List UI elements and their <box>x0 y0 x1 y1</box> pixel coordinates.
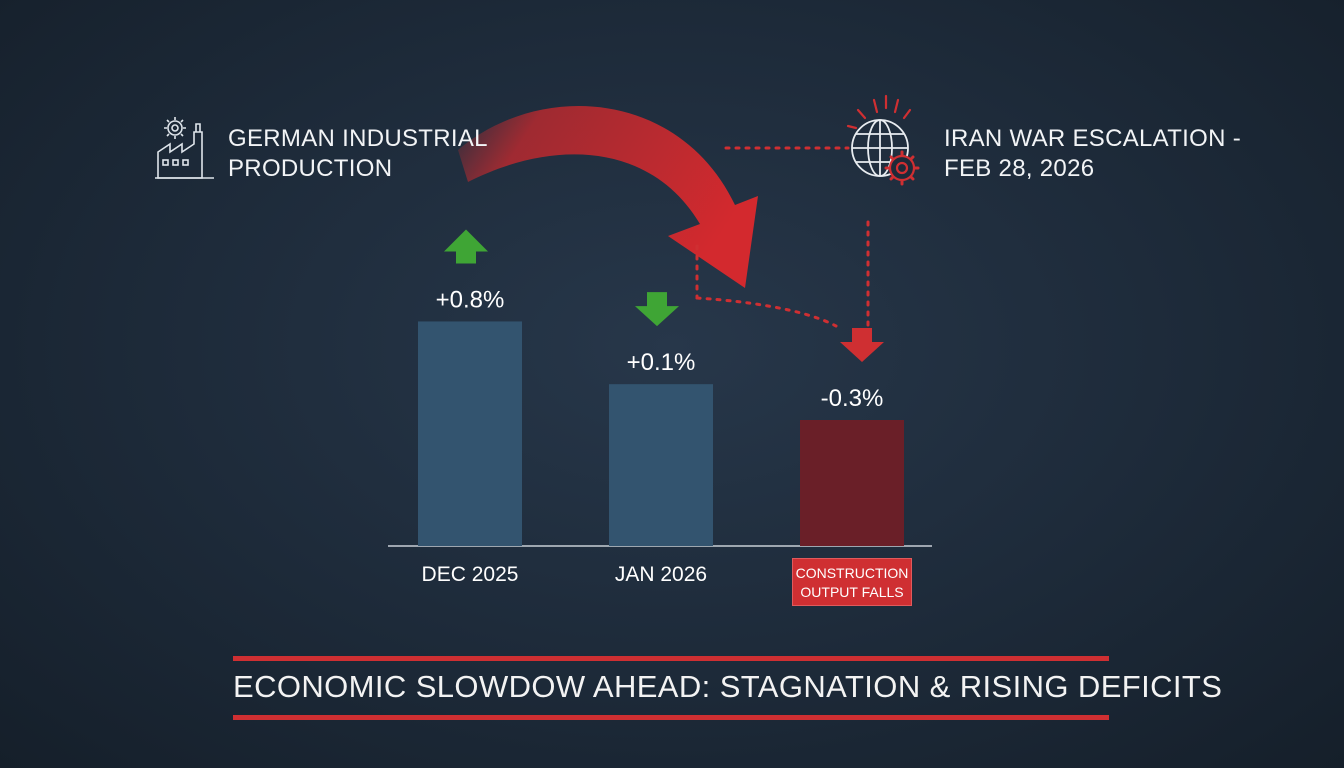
right-title-line1: IRAN WAR ESCALATION - <box>944 125 1241 152</box>
bar-1 <box>418 321 522 546</box>
bar-3 <box>800 420 904 546</box>
factory-gear-icon <box>155 117 214 179</box>
construction-output-tag: CONSTRUCTION OUTPUT FALLS <box>792 558 912 606</box>
bar-2 <box>609 384 713 546</box>
globe-gear-alert-icon <box>846 94 920 186</box>
bar-arrow-2-down-icon <box>635 292 679 327</box>
right-title: IRAN WAR ESCALATION - FEB 28, 2026 <box>944 124 1241 184</box>
banner-text: ECONOMIC SLOWDOW AHEAD: STAGNATION & RIS… <box>233 669 1223 704</box>
connector-curve <box>695 296 838 328</box>
bottom-banner: ECONOMIC SLOWDOW AHEAD: STAGNATION & RIS… <box>233 656 1223 720</box>
bar-arrow-1-up-icon <box>444 229 488 264</box>
bar-value-label-3: -0.3% <box>821 385 884 412</box>
construction-tag-line1: CONSTRUCTION <box>795 565 909 581</box>
big-curved-arrow <box>458 105 758 288</box>
bar-arrow-3-down-icon <box>840 328 884 362</box>
category-label-2: JAN 2026 <box>615 563 707 586</box>
bar-value-label-2: +0.1% <box>627 349 696 376</box>
dotted-connectors <box>695 146 870 336</box>
right-title-line2: FEB 28, 2026 <box>944 155 1095 182</box>
left-title-line2: PRODUCTION <box>228 155 393 182</box>
bars-group: +0.8% DEC 2025 +0.1% JAN 2026 -0.3% <box>418 229 904 586</box>
category-label-1: DEC 2025 <box>422 563 519 586</box>
left-title-line1: GERMAN INDUSTRIAL <box>228 125 488 152</box>
left-title: GERMAN INDUSTRIAL PRODUCTION <box>228 124 488 184</box>
construction-tag-line2: OUTPUT FALLS <box>800 584 904 600</box>
bar-value-label-1: +0.8% <box>436 286 505 313</box>
